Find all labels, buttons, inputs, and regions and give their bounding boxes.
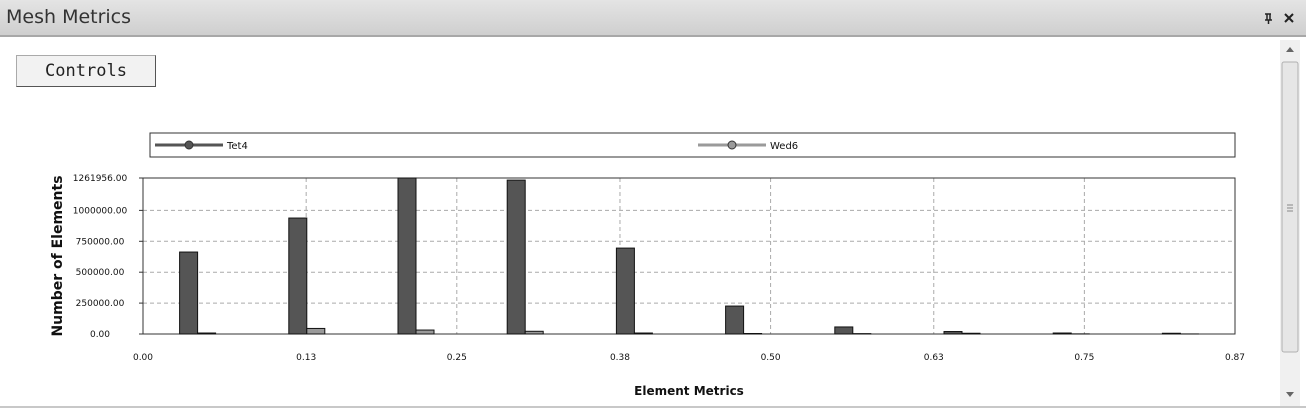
bar xyxy=(961,332,981,335)
bar xyxy=(834,326,854,335)
y-tick-label: 500000.00 xyxy=(76,268,125,278)
bar xyxy=(197,332,217,335)
plot-frame xyxy=(142,177,1236,335)
bar xyxy=(506,179,526,335)
bar xyxy=(943,331,963,335)
bar xyxy=(415,329,435,335)
bar xyxy=(1161,332,1181,335)
y-tick-label: 1000000.00 xyxy=(73,206,128,216)
legend-label: Wed6 xyxy=(770,141,798,152)
y-axis-label: Number of Elements xyxy=(50,175,66,336)
bar xyxy=(306,327,326,335)
bar xyxy=(179,251,199,335)
bar xyxy=(288,217,308,335)
x-tick-label: 0.25 xyxy=(447,353,467,363)
bar xyxy=(725,305,745,335)
x-tick-label: 0.38 xyxy=(610,353,630,363)
y-tick-label: 250000.00 xyxy=(76,299,125,309)
bar xyxy=(633,332,653,335)
bar xyxy=(1052,332,1072,335)
y-tick-label: 750000.00 xyxy=(76,237,125,247)
pin-button[interactable] xyxy=(1265,13,1272,24)
bottom-border xyxy=(0,406,1306,408)
scrollbar[interactable] xyxy=(1280,40,1300,406)
x-tick-label: 0.50 xyxy=(761,353,781,363)
bar xyxy=(397,177,417,335)
window-buttons xyxy=(1265,13,1294,24)
bar xyxy=(615,247,635,335)
y-tick-label: 0.00 xyxy=(90,330,110,340)
x-axis-label: Element Metrics xyxy=(634,384,744,398)
close-button[interactable] xyxy=(1284,13,1294,23)
y-tick-label: 1261956.00 xyxy=(73,174,128,184)
chart: Tet4 Wed6 0.00 250000.00 500000.00 750000.00 1… xyxy=(50,132,1245,398)
legend-marker xyxy=(727,140,737,150)
x-tick-label: 0.00 xyxy=(133,353,153,363)
legend-box xyxy=(149,132,1236,158)
panel-title: Mesh Metrics xyxy=(6,6,132,28)
x-tick-label: 0.87 xyxy=(1225,353,1245,363)
x-tick-label: 0.63 xyxy=(924,353,944,363)
title-bar: Mesh Metrics xyxy=(0,0,1306,37)
bar xyxy=(524,330,544,335)
legend-label: Tet4 xyxy=(226,141,248,152)
x-tick-label: 0.75 xyxy=(1074,353,1094,363)
controls-button[interactable]: Controls xyxy=(16,55,156,87)
legend-marker xyxy=(184,140,194,150)
x-tick-label: 0.13 xyxy=(296,353,316,363)
